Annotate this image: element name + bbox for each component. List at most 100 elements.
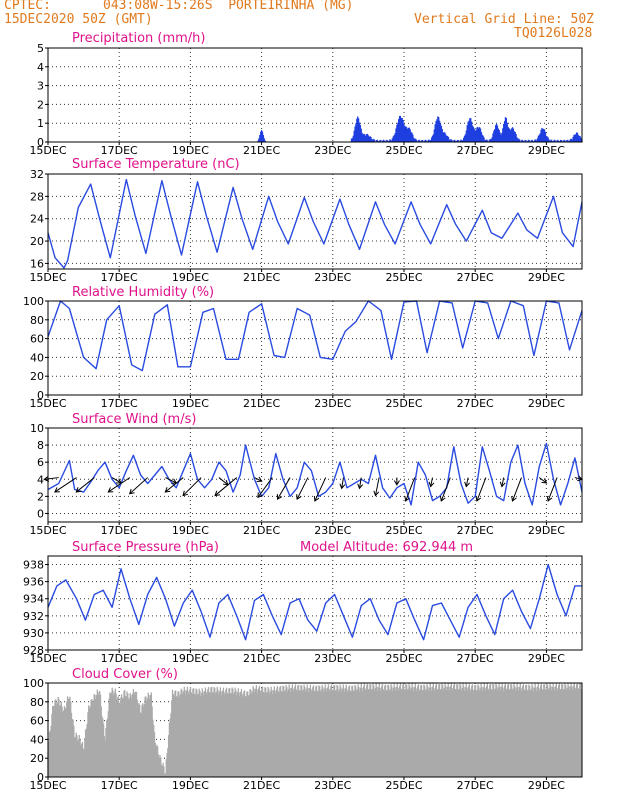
x-tick-label: 25DEC (385, 779, 422, 792)
panel-frame (47, 555, 583, 651)
y-tick-label: 100 (23, 677, 44, 690)
wind-vector (257, 477, 273, 498)
x-tick-label: 19DEC (172, 271, 209, 284)
wind-vector-head (296, 494, 302, 501)
x-tick-label: 29DEC (528, 397, 565, 410)
x-tick-label: 15DEC (29, 524, 66, 537)
y-tick-label: 934 (23, 593, 44, 606)
wind-vector-head (43, 475, 50, 482)
x-tick-label: 29DEC (528, 271, 565, 284)
wind-vector (165, 477, 177, 484)
wind-vector (254, 477, 262, 482)
series-line (47, 563, 582, 641)
wind-vector (501, 477, 505, 487)
x-tick-label: 21DEC (243, 652, 280, 665)
x-tick-label: 21DEC (243, 397, 280, 410)
y-tick-label: 40 (30, 351, 44, 364)
panel-6: 0 20 40 60 80 100 15DEC 17DEC 19DEC 21DEC 23DEC 25D… (23, 667, 583, 792)
y-tick-label: 2 (37, 490, 44, 503)
y-tick-label: 5 (37, 42, 44, 55)
panel-title: Cloud Cover (%) (72, 667, 178, 682)
wind-vector-head (182, 490, 189, 497)
wind-vector-head (313, 495, 320, 502)
y-tick-label: 32 (30, 168, 44, 181)
x-tick-label: 17DEC (101, 144, 138, 157)
y-tick-label: 20 (30, 752, 44, 765)
header-code: TQ0126L028 (514, 26, 593, 41)
header-run: 15DEC2020 50Z (GMT) (4, 12, 153, 27)
x-tick-label: 23DEC (314, 144, 351, 157)
x-tick-label: 23DEC (314, 652, 351, 665)
y-tick-label: 10 (30, 422, 44, 435)
x-tick-label: 29DEC (528, 779, 565, 792)
y-tick-label: 928 (23, 644, 44, 657)
panel-5: 928 930 932 934 936 938 15DEC 17DEC 19DEC 21DEC 23… (23, 540, 583, 665)
wind-vector-head (439, 495, 446, 502)
x-tick-label: 25DEC (385, 397, 422, 410)
y-tick-label: 40 (30, 733, 44, 746)
y-tick-label: 0 (37, 136, 44, 149)
header-source: CPTEC: (4, 0, 51, 13)
wind-vector-head (164, 487, 171, 493)
wind-vector (218, 477, 229, 486)
wind-vector-head (357, 483, 364, 490)
chart-header: CPTEC: 043:08W-15:26S PORTEIRINHA (MG) 1… (0, 0, 618, 41)
x-tick-label: 15DEC (29, 144, 66, 157)
wind-vector-head (511, 495, 517, 502)
y-tick-label: 0 (37, 771, 44, 784)
x-tick-label: 27DEC (457, 397, 494, 410)
wind-vector (111, 477, 122, 484)
panel-frame (47, 300, 583, 396)
wind-vector (374, 477, 380, 496)
x-tick-label: 17DEC (101, 271, 138, 284)
wind-vector-head (75, 487, 82, 493)
wind-vector (465, 477, 469, 487)
x-tick-label: 29DEC (528, 652, 565, 665)
wind-vector-head (475, 495, 482, 502)
panel-4: 0 2 4 6 8 10 15DEC 17DEC 19DEC 21DEC 23DEC 25DEC 27D… (29, 412, 584, 537)
wind-vector (182, 477, 202, 496)
x-tick-label: 29DEC (528, 524, 565, 537)
x-tick-label: 19DEC (172, 524, 209, 537)
y-tick-label: 2 (37, 98, 44, 111)
wind-vector-head (257, 492, 263, 499)
wind-vector-head (54, 487, 60, 493)
wind-vector (538, 477, 547, 484)
x-tick-label: 27DEC (457, 652, 494, 665)
y-tick-label: 4 (37, 61, 44, 74)
panel-frame (47, 47, 583, 143)
wind-vector-head (107, 487, 114, 493)
panel-title: Precipitation (mm/h) (72, 31, 205, 46)
wind-vector (296, 477, 309, 500)
x-tick-label: 23DEC (314, 271, 351, 284)
panel-title: Surface Wind (m/s) (72, 412, 196, 427)
x-tick-label: 23DEC (314, 397, 351, 410)
panel-title: Surface Pressure (hPa) (72, 540, 219, 555)
y-tick-label: 60 (30, 715, 44, 728)
x-tick-label: 17DEC (101, 397, 138, 410)
wind-vector-head (546, 495, 553, 502)
y-tick-label: 80 (30, 696, 44, 709)
header-grid-line: Vertical Grid Line: 50Z (414, 12, 595, 27)
panel-title: Relative Humidity (%) (72, 285, 214, 300)
y-tick-label: 8 (37, 439, 44, 452)
x-tick-label: 15DEC (29, 271, 66, 284)
y-tick-label: 932 (23, 610, 44, 623)
wind-vector-head (214, 490, 221, 497)
x-tick-label: 25DEC (385, 271, 422, 284)
wind-vector-head (393, 480, 400, 486)
x-tick-label: 27DEC (457, 779, 494, 792)
wind-vector (512, 477, 522, 502)
panel-2: 16 20 24 28 32 15DEC 17DEC 19DEC 21DEC 23DEC 25DEC… (29, 157, 583, 284)
panel-annotation: Model Altitude: 692.944 m (300, 540, 473, 555)
wind-vector (430, 477, 433, 487)
wind-vector-head (276, 494, 283, 501)
y-tick-label: 0 (37, 507, 44, 520)
series-line (47, 442, 583, 506)
x-tick-label: 19DEC (172, 144, 209, 157)
x-tick-label: 17DEC (101, 779, 138, 792)
wind-vector (314, 477, 327, 502)
y-tick-label: 80 (30, 314, 44, 327)
y-tick-label: 60 (30, 333, 44, 346)
